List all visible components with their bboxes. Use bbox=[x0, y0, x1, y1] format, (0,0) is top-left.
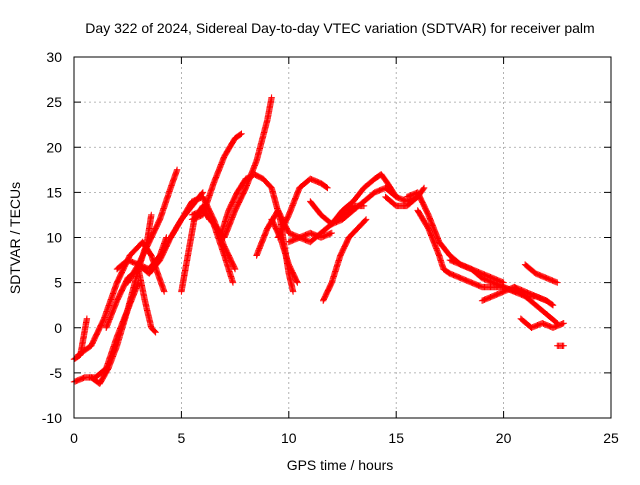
series-pass-17 bbox=[274, 175, 331, 241]
data-point bbox=[554, 279, 561, 286]
data-point bbox=[560, 342, 567, 349]
data-point bbox=[420, 185, 427, 193]
data-point bbox=[324, 184, 331, 192]
series-pass-20 bbox=[320, 216, 370, 304]
y-tick-label: -5 bbox=[50, 365, 63, 381]
data-point bbox=[362, 216, 370, 223]
y-tick-label: 5 bbox=[54, 275, 62, 291]
y-tick-label: 0 bbox=[54, 320, 62, 336]
data-point bbox=[173, 166, 181, 173]
x-axis-label: GPS time / hours bbox=[287, 457, 394, 473]
data-point bbox=[549, 302, 557, 309]
data-point bbox=[151, 328, 158, 335]
data-point bbox=[323, 184, 330, 191]
x-tick-label: 5 bbox=[178, 430, 186, 446]
data-point bbox=[362, 217, 369, 224]
y-tick-label: -10 bbox=[42, 410, 62, 426]
series-pass-29 bbox=[521, 261, 561, 286]
y-tick-label: 20 bbox=[46, 139, 62, 155]
y-tick-label: 10 bbox=[46, 230, 62, 246]
axes: 0 5 10 15 20 25 -10 -5 0 5 10 15 20 25 30 bbox=[42, 49, 619, 446]
series-pass-12 bbox=[188, 130, 245, 223]
y-axis-label: SDTVAR / TECUs bbox=[7, 182, 23, 294]
grid-lines bbox=[74, 57, 611, 418]
x-tick-label: 25 bbox=[603, 430, 619, 446]
data-point bbox=[294, 279, 301, 286]
data-point bbox=[289, 288, 297, 295]
x-tick-label: 20 bbox=[496, 430, 512, 446]
x-tick-label: 10 bbox=[281, 430, 297, 446]
x-tick-label: 15 bbox=[388, 430, 404, 446]
data-point bbox=[237, 131, 244, 138]
series-pass-30 bbox=[554, 342, 567, 349]
data-point bbox=[268, 94, 275, 101]
series-pass-16 bbox=[268, 216, 301, 286]
data-point bbox=[152, 329, 159, 336]
y-tick-label: 30 bbox=[46, 49, 62, 65]
data-point bbox=[161, 288, 168, 295]
data-point bbox=[83, 315, 91, 322]
data-point bbox=[231, 265, 239, 273]
chart-title: Day 322 of 2024, Sidereal Day-to-day VTE… bbox=[85, 20, 594, 36]
data-point bbox=[328, 229, 335, 237]
data-point bbox=[148, 211, 155, 219]
data-point bbox=[560, 320, 567, 327]
series-pass-21 bbox=[328, 171, 421, 228]
series-pass-24 bbox=[414, 207, 518, 295]
data-point bbox=[238, 130, 245, 137]
y-tick-label: 25 bbox=[46, 94, 62, 110]
data-point bbox=[548, 301, 556, 308]
data-markers bbox=[70, 94, 567, 387]
series-pass-4 bbox=[75, 238, 168, 358]
data-point bbox=[420, 184, 428, 192]
series-pass-28 bbox=[517, 315, 567, 331]
x-tick-label: 0 bbox=[70, 430, 78, 446]
y-tick-label: 15 bbox=[46, 184, 62, 200]
data-point bbox=[229, 279, 237, 286]
